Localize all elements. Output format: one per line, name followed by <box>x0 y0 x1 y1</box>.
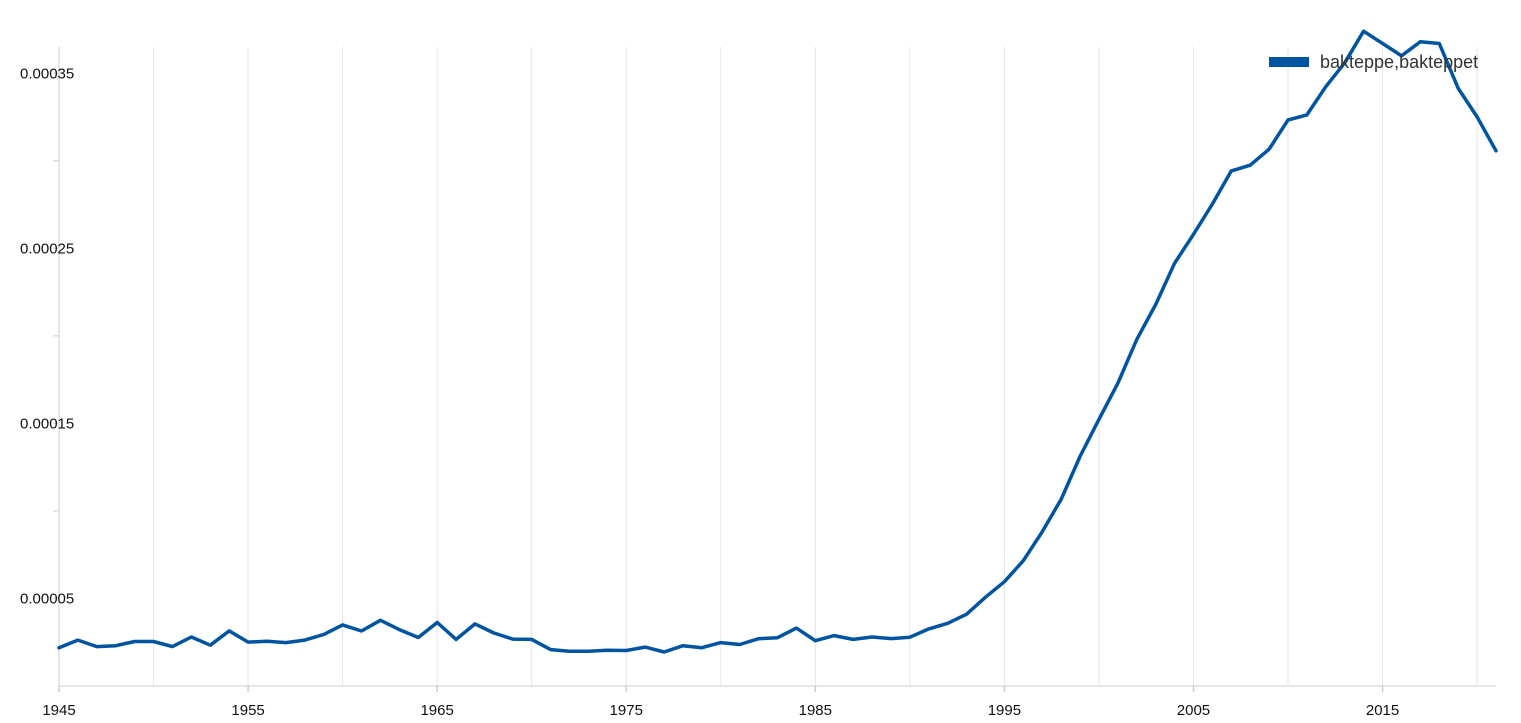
legend[interactable]: bakteppe,bakteppet <box>1269 52 1478 72</box>
legend-swatch <box>1269 57 1309 67</box>
series-lines <box>57 29 1498 654</box>
x-tick-label: 1955 <box>231 702 264 719</box>
x-tick-labels: 1945 1955 1965 1975 1985 1995 2005 2015 <box>42 702 1399 719</box>
series-line-0[interactable] <box>57 29 1498 654</box>
y-tick-label: 0.00025 <box>20 240 74 257</box>
y-tick-label: 0.00015 <box>20 415 74 432</box>
vertical-gridlines <box>153 47 1478 686</box>
y-tick-labels: 0.00005 0.00015 0.00025 0.00035 <box>20 65 74 607</box>
x-tick-label: 1975 <box>610 702 643 719</box>
legend-label: bakteppe,bakteppet <box>1320 52 1478 72</box>
x-tick-label: 1995 <box>988 702 1021 719</box>
axes <box>53 47 1496 692</box>
x-tick-label: 1985 <box>799 702 832 719</box>
y-tick-label: 0.00035 <box>20 65 74 82</box>
x-tick-label: 1965 <box>420 702 453 719</box>
y-tick-label: 0.00005 <box>20 590 74 607</box>
x-tick-label: 2005 <box>1177 702 1210 719</box>
x-tick-label: 1945 <box>42 702 75 719</box>
x-tick-label: 2015 <box>1366 702 1399 719</box>
